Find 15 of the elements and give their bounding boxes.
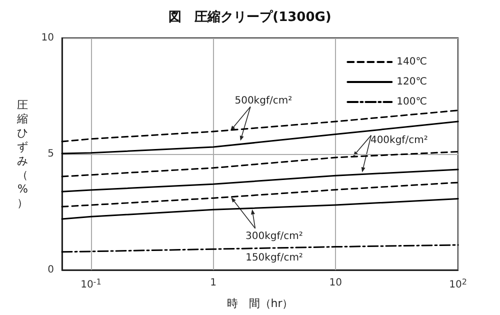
x-axis-title: 時 間（hr）	[226, 297, 294, 310]
chart-title: 図 圧縮クリープ(1300G)	[168, 9, 332, 25]
x-tick-label: 1	[210, 278, 216, 288]
legend-label: 140℃	[396, 56, 428, 68]
annotation: 500kgf/cm²	[234, 95, 292, 106]
y-axis-title: 圧縮ひずみ（%）	[16, 98, 28, 210]
y-tick-label: 5	[48, 148, 54, 160]
legend-label: 120℃	[396, 76, 428, 88]
annotation: 150kgf/cm²	[246, 252, 303, 264]
annotation: 400kgf/cm²	[370, 134, 428, 146]
y-tick-label: 0	[48, 264, 54, 276]
annotation: 300kgf/cm²	[245, 230, 303, 242]
legend-label: 100℃	[396, 96, 428, 108]
y-tick-label: 10	[41, 32, 54, 44]
x-tick-label: 10	[329, 278, 342, 288]
